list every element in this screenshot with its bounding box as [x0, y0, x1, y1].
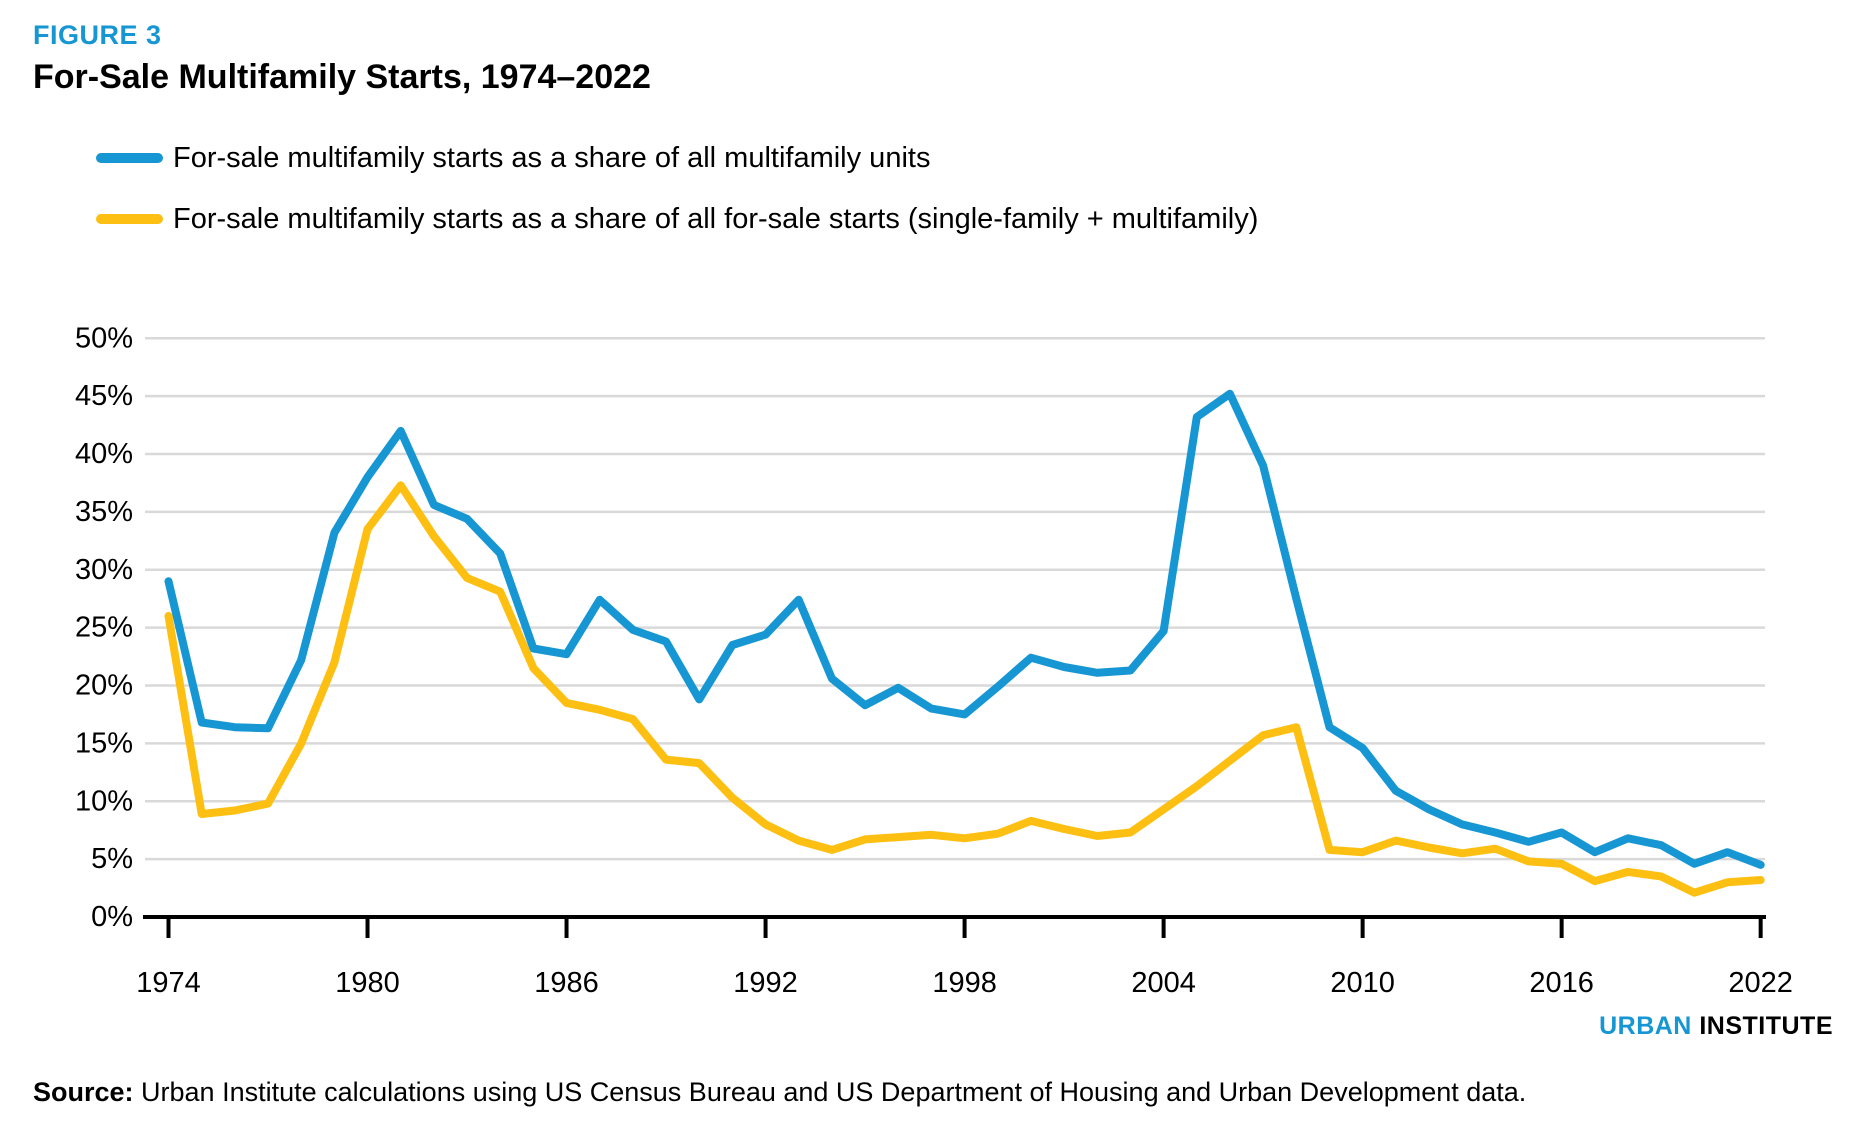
legend-swatch-yellow-icon — [96, 214, 163, 224]
source-note: Source: Urban Institute calculations usi… — [33, 1077, 1526, 1108]
x-axis-tick-label: 2010 — [1330, 967, 1395, 999]
legend-swatch-blue-icon — [96, 153, 163, 163]
legend-item-forsale-starts: For-sale multifamily starts as a share o… — [96, 197, 1258, 241]
x-axis-tick-label: 1998 — [932, 967, 997, 999]
x-axis-tick-label: 2004 — [1131, 967, 1196, 999]
chart-legend: For-sale multifamily starts as a share o… — [96, 136, 1258, 258]
y-axis-tick-label: 20% — [75, 670, 133, 702]
x-axis-tick-label: 1986 — [534, 967, 599, 999]
x-axis-tick-label: 1992 — [733, 967, 798, 999]
y-axis-tick-label: 15% — [75, 727, 133, 759]
urban-institute-logo: URBAN INSTITUTE — [1599, 1012, 1833, 1041]
page-title: For-Sale Multifamily Starts, 1974–2022 — [33, 58, 651, 96]
legend-label: For-sale multifamily starts as a share o… — [173, 202, 1259, 235]
figure-label: FIGURE 3 — [33, 20, 162, 50]
legend-label: For-sale multifamily starts as a share o… — [173, 141, 931, 174]
y-axis-tick-label: 30% — [75, 554, 133, 586]
y-axis-tick-label: 45% — [75, 380, 133, 412]
y-axis-tick-label: 25% — [75, 612, 133, 644]
source-label: Source: — [33, 1077, 134, 1107]
x-axis-tick-label: 2022 — [1728, 967, 1793, 999]
series-line-forsale-starts — [164, 481, 1765, 897]
logo-word-urban: URBAN — [1599, 1012, 1692, 1040]
y-axis-tick-label: 5% — [91, 843, 133, 875]
source-text: Urban Institute calculations using US Ce… — [133, 1077, 1527, 1107]
logo-word-institute: INSTITUTE — [1699, 1012, 1833, 1040]
y-axis-tick-label: 0% — [91, 901, 133, 933]
x-axis-tick-label: 1980 — [335, 967, 400, 999]
y-axis-tick-label: 40% — [75, 438, 133, 470]
y-axis-tick-label: 50% — [75, 322, 133, 354]
series-line-multifamily-units — [164, 389, 1765, 869]
x-axis-tick-label: 1974 — [136, 967, 201, 999]
x-axis-tick-label: 2016 — [1529, 967, 1594, 999]
y-axis-tick-label: 35% — [75, 496, 133, 528]
y-axis-tick-label: 10% — [75, 785, 133, 817]
legend-item-multifamily-units: For-sale multifamily starts as a share o… — [96, 136, 1258, 180]
